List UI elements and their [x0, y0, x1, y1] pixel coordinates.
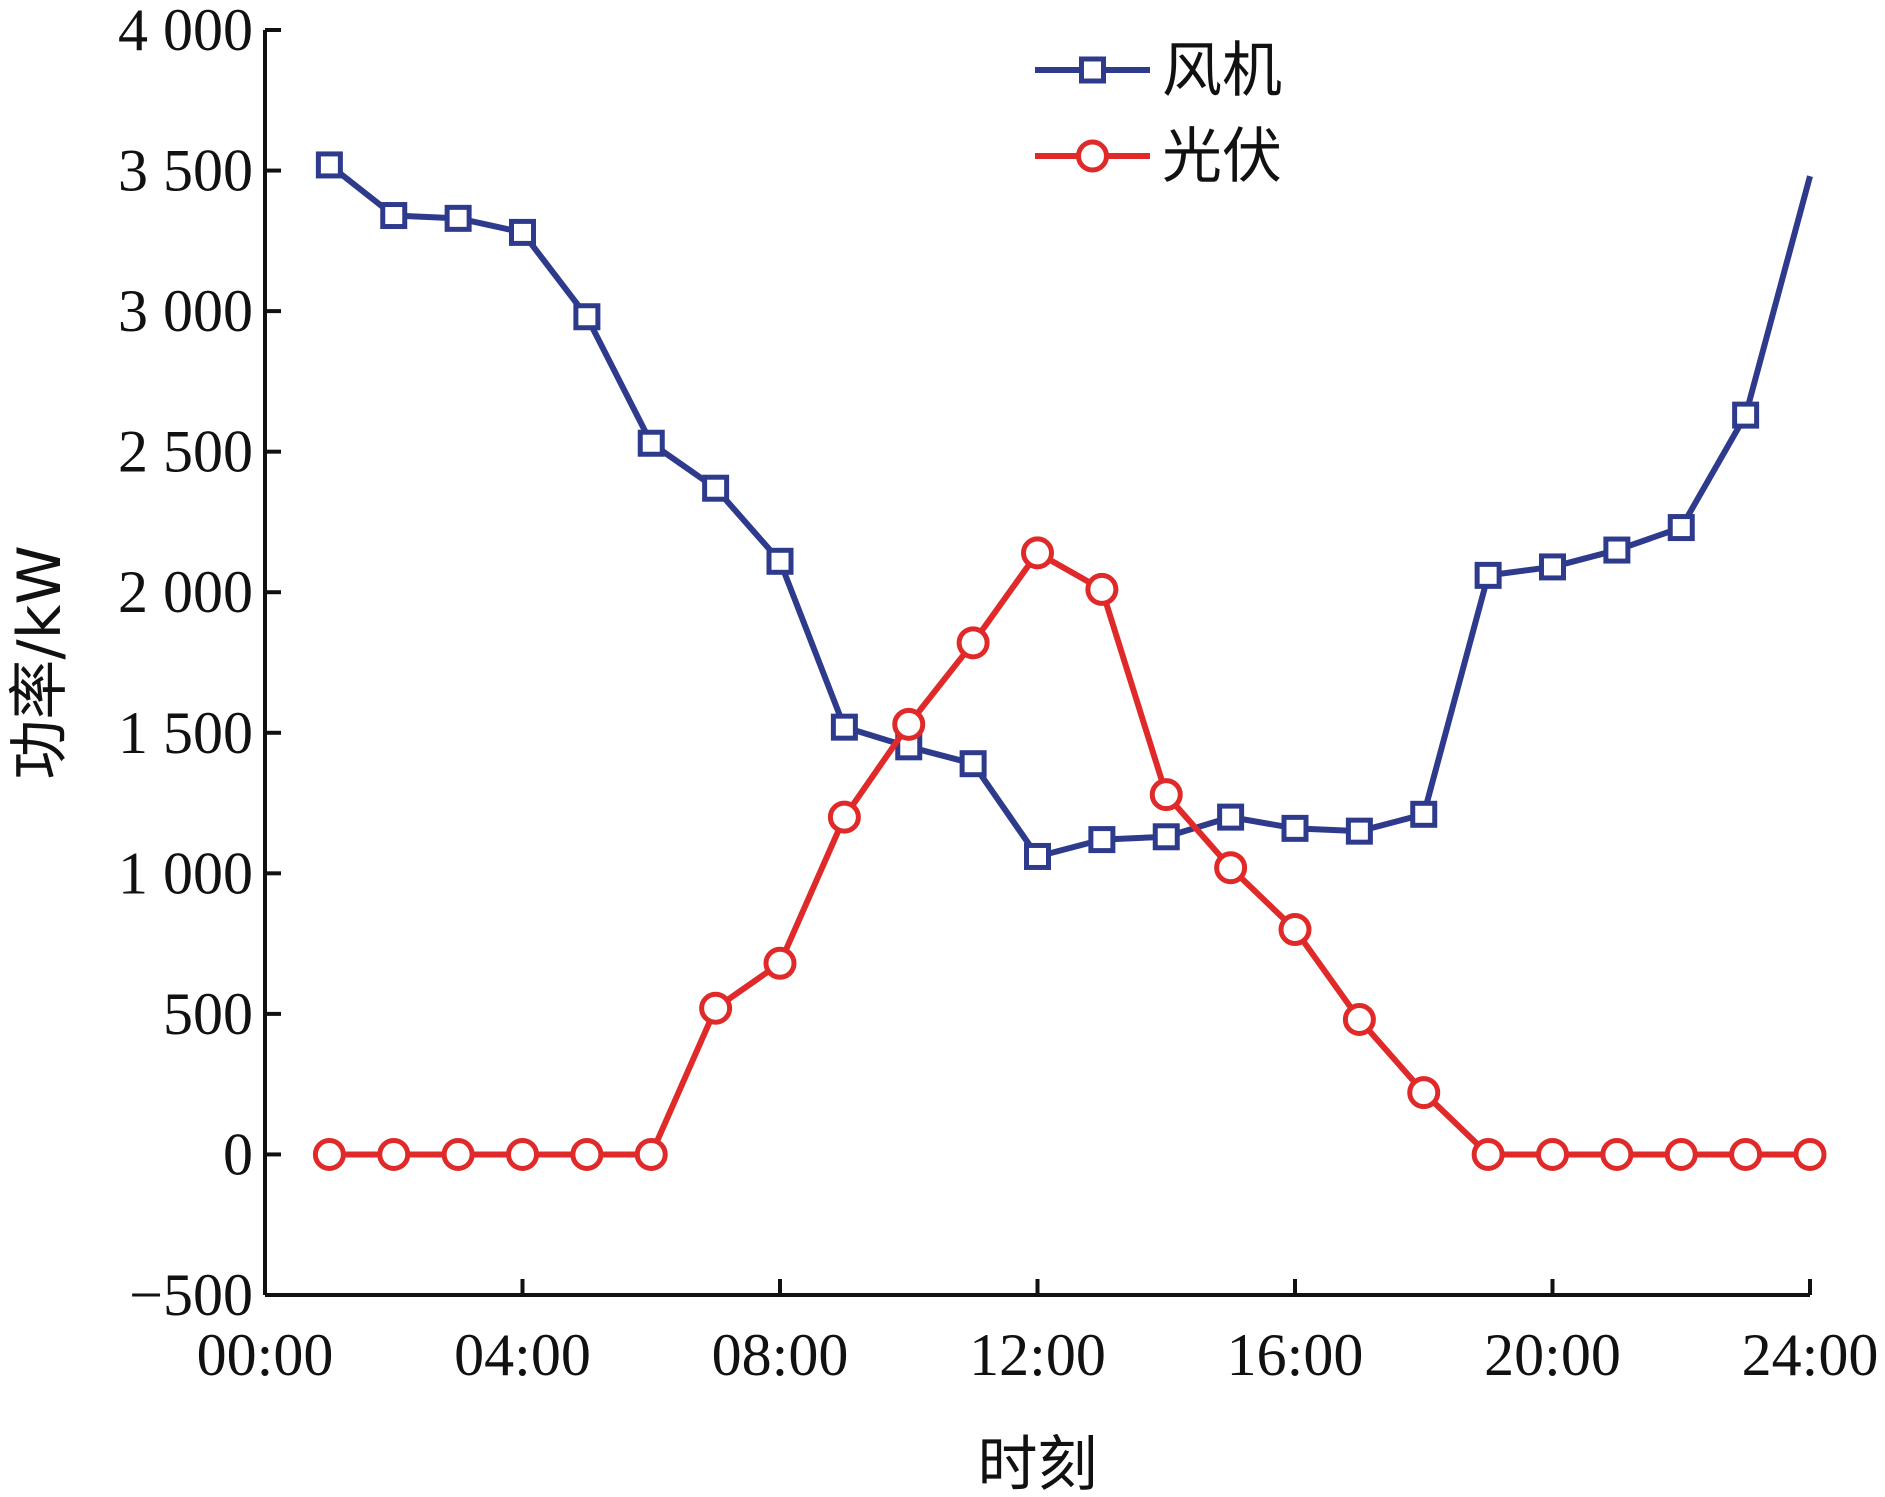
data-point [1471, 1137, 1505, 1171]
legend-item: 光伏 [1035, 122, 1282, 192]
data-point [315, 151, 343, 179]
y-tick-label: 0 [223, 1121, 253, 1187]
legend-label: 光伏 [1162, 122, 1282, 192]
x-tick-label: 04:00 [454, 1322, 591, 1388]
data-point [1149, 778, 1183, 812]
data-point [1600, 1137, 1634, 1171]
x-tick-label: 16:00 [1227, 1322, 1364, 1388]
data-point [1217, 803, 1245, 831]
data-point [1793, 1137, 1827, 1171]
series-line [327, 162, 1813, 860]
data-point [570, 1137, 604, 1171]
data-point [1278, 913, 1312, 947]
y-tick-label: 2 500 [118, 419, 253, 485]
series-2 [312, 536, 1827, 1171]
data-point [892, 707, 926, 741]
y-tick-label: 3 000 [118, 278, 253, 344]
data-point [441, 1137, 475, 1171]
data-point [634, 1137, 668, 1171]
y-tick-label: 1 000 [118, 840, 253, 906]
data-point [1152, 823, 1180, 851]
legend-marker [1076, 139, 1109, 173]
axes: 4 000 3 500 3 000 2 500 2 000 1 500 1 000 500 0 −… [118, 0, 1878, 1388]
data-point [1021, 536, 1054, 570]
data-point [1410, 800, 1438, 828]
x-tick-label: 24:00 [1742, 1322, 1879, 1388]
y-axis-title: 功率/kW [5, 545, 75, 779]
data-point [1729, 1137, 1763, 1171]
series-line [329, 549, 1810, 1158]
y-tick-label: 500 [163, 981, 253, 1047]
data-point [1474, 561, 1502, 589]
data-point [1342, 1003, 1376, 1037]
data-point [1088, 826, 1116, 854]
data-point [1281, 814, 1309, 842]
data-point [763, 946, 797, 980]
data-point [1536, 1137, 1569, 1171]
x-tick-label: 00:00 [197, 1322, 334, 1388]
x-tick-label: 12:00 [969, 1322, 1106, 1388]
data-point [1664, 1137, 1698, 1171]
data-point [1732, 401, 1760, 429]
y-axis-ticks: 4 000 3 500 3 000 2 500 2 000 1 500 1 000 500 0 −… [118, 0, 281, 1328]
y-tick-label: −500 [129, 1262, 253, 1328]
data-point [1345, 817, 1373, 845]
data-point [702, 474, 730, 502]
data-point [1024, 842, 1051, 870]
data-point [637, 429, 665, 457]
x-tick-label: 08:00 [712, 1322, 849, 1388]
x-axis-ticks: 00:00 04:00 08:00 12:00 16:00 20:00 24:00 [197, 1279, 1879, 1388]
data-point [827, 800, 861, 834]
series-1 [315, 151, 1813, 870]
legend-marker [1079, 56, 1106, 84]
data-point [1407, 1076, 1441, 1110]
data-point [1603, 536, 1631, 564]
data-point [444, 204, 472, 232]
y-tick-label: 2 000 [118, 559, 253, 625]
y-tick-label: 1 500 [118, 700, 253, 766]
legend-item: 风机 [1035, 36, 1282, 106]
data-point [830, 713, 858, 741]
x-axis-title: 时刻 [978, 1430, 1098, 1497]
y-tick-label: 4 000 [118, 0, 253, 63]
data-point [766, 547, 794, 575]
data-point [1214, 851, 1248, 885]
y-tick-label: 3 500 [118, 138, 253, 204]
data-point [1085, 572, 1119, 606]
data-point [509, 218, 536, 246]
data-point [956, 626, 990, 660]
data-point [380, 202, 408, 230]
plot-area [312, 151, 1827, 1171]
data-point [1539, 553, 1566, 581]
data-point [1667, 514, 1695, 542]
x-tick-label: 20:00 [1484, 1322, 1621, 1388]
data-point [506, 1137, 539, 1171]
data-point [959, 750, 987, 778]
data-point [699, 991, 733, 1025]
legend-label: 风机 [1162, 36, 1282, 106]
data-point [573, 303, 601, 331]
data-point [312, 1137, 346, 1171]
data-point [377, 1137, 411, 1171]
